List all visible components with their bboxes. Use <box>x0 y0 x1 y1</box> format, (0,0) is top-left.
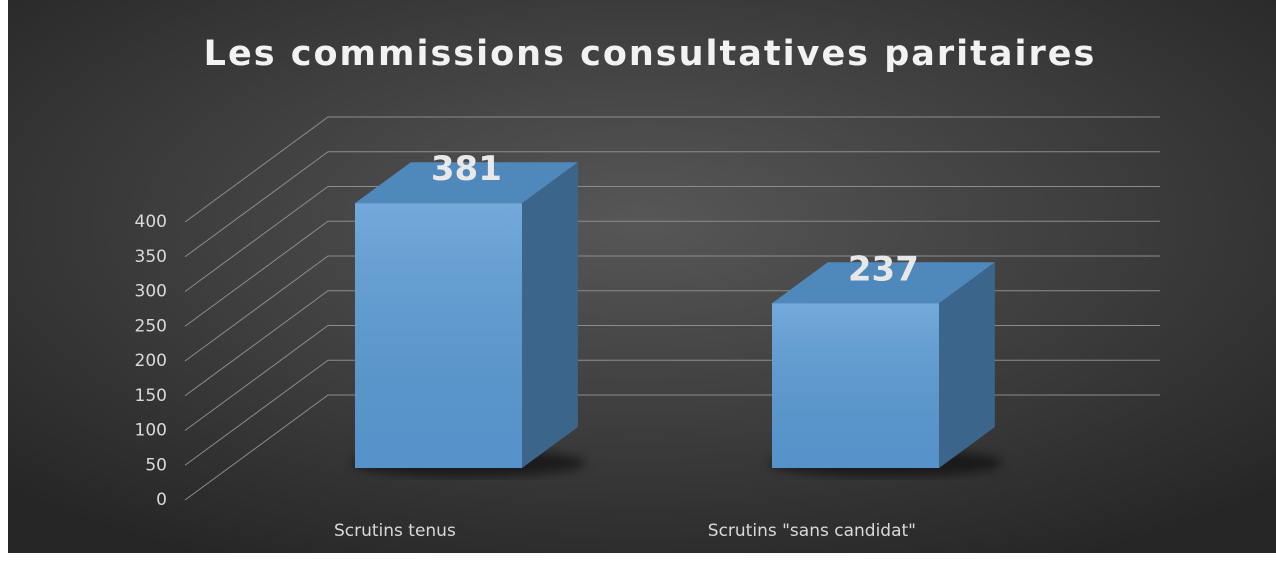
bar-side-shade <box>522 162 578 468</box>
y-tick-label: 100 <box>135 421 167 441</box>
grid-line <box>184 186 1160 292</box>
grid-line <box>184 151 1160 258</box>
y-tick-label: 300 <box>135 282 167 302</box>
x-tick-label: Scrutins "sans candidat" <box>708 521 916 541</box>
y-tick-label: 400 <box>135 212 167 232</box>
bar-top <box>772 262 995 304</box>
background <box>8 0 1276 553</box>
bar-front-shine <box>355 203 522 468</box>
value-label: 237 <box>848 249 919 289</box>
y-tick-label: 0 <box>156 490 167 510</box>
bar-front-shine <box>772 303 939 468</box>
bar-side <box>939 262 995 468</box>
bar-top-shade <box>355 162 578 204</box>
x-tick-label: Scrutins tenus <box>334 521 456 541</box>
bar-side <box>522 162 578 468</box>
bar <box>355 162 578 468</box>
bar-side-shade <box>939 262 995 468</box>
bar-top-shade <box>772 262 995 304</box>
bar-top <box>355 162 578 204</box>
bar <box>772 262 995 468</box>
y-tick-label: 50 <box>145 455 167 475</box>
y-tick-label: 250 <box>135 316 167 336</box>
chart-title: Les commissions consultatives paritaires <box>204 34 1097 74</box>
grid-line <box>184 255 1160 362</box>
y-tick-label: 150 <box>135 386 167 406</box>
grid-line <box>184 116 1160 223</box>
value-label: 381 <box>431 149 502 189</box>
grid-line <box>184 220 1160 327</box>
y-tick-label: 350 <box>135 247 167 267</box>
y-tick-label: 200 <box>135 351 167 371</box>
